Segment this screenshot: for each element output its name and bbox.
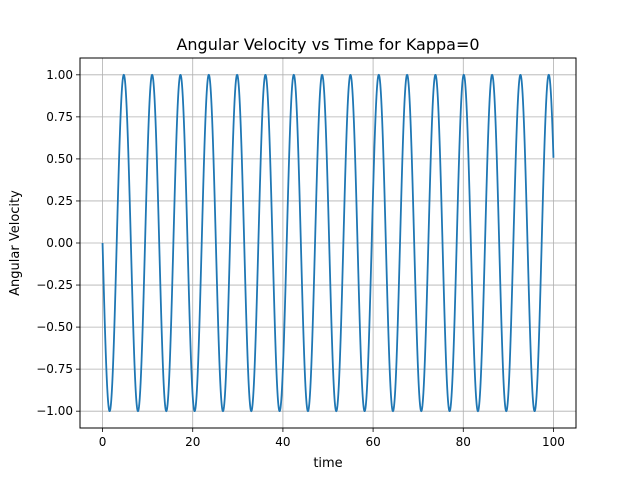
y-tick-label: −0.25: [36, 278, 73, 292]
y-axis-label: Angular Velocity: [8, 190, 23, 296]
series-layer: [101, 73, 555, 413]
x-tick-label: 40: [275, 435, 290, 449]
x-tick-label: 80: [456, 435, 471, 449]
x-axis-ticks: 0 20 40 60 80 100: [99, 428, 565, 449]
x-tick-label: 20: [185, 435, 200, 449]
y-axis-ticks: −1.00 −0.75 −0.50 −0.25 0.00 0.25 0.50 0.75 1.00: [36, 68, 80, 418]
grid: [80, 58, 576, 428]
y-tick-label: −1.00: [36, 404, 73, 418]
y-tick-label: −0.75: [36, 362, 73, 376]
x-tick-label: 0: [99, 435, 107, 449]
x-tick-label: 100: [542, 435, 565, 449]
y-tick-label: 1.00: [46, 68, 73, 82]
x-axis-label: time: [313, 456, 342, 471]
y-tick-label: 0.75: [46, 110, 73, 124]
y-tick-label: 0.00: [46, 236, 73, 250]
y-tick-label: 0.50: [46, 152, 73, 166]
series-line: [101, 73, 555, 413]
y-tick-label: −0.50: [36, 320, 73, 334]
chart-title: Angular Velocity vs Time for Kappa=0: [176, 35, 479, 54]
y-tick-label: 0.25: [46, 194, 73, 208]
x-tick-label: 60: [365, 435, 380, 449]
